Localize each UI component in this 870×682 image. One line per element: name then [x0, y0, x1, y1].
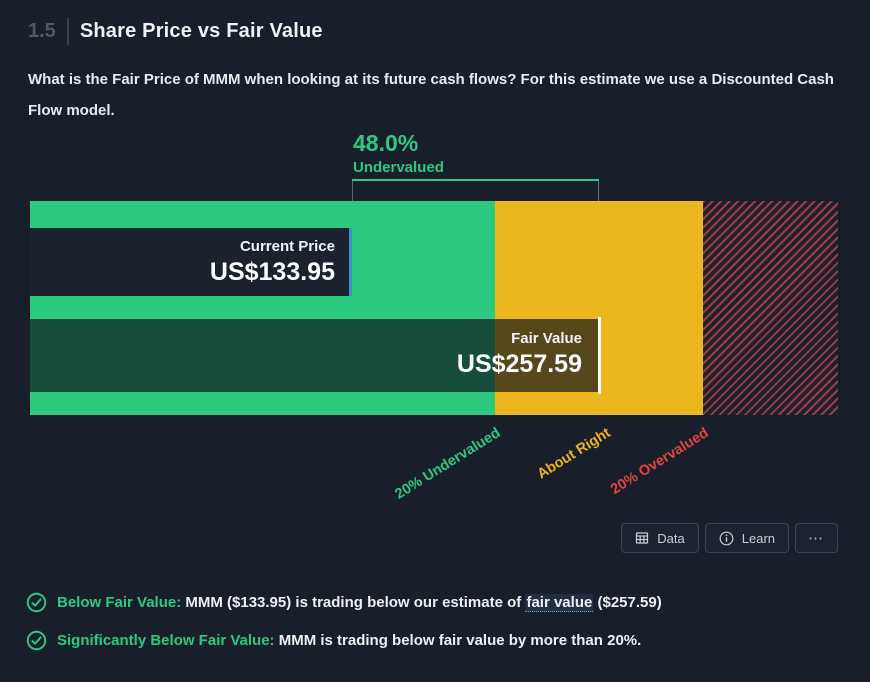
check-text: MMM is trading below fair value by more … [278, 632, 642, 649]
fair-value-bar[interactable]: Fair Value US$257.59 [30, 319, 598, 392]
valuation-checks: Below Fair Value: MMM ($133.95) is tradi… [26, 592, 846, 668]
header-divider [66, 18, 69, 45]
fair-value-term[interactable]: fair value [525, 594, 594, 612]
zone-overvalued-hatched [703, 201, 838, 415]
check-circle-icon [26, 630, 47, 657]
learn-button[interactable]: Learn [704, 523, 789, 553]
check-significantly-below-fair-value: Significantly Below Fair Value: MMM is t… [26, 630, 846, 657]
learn-button-label: Learn [741, 530, 775, 546]
check-below-fair-value: Below Fair Value: MMM ($133.95) is tradi… [26, 592, 846, 619]
check-title: Below Fair Value: [57, 594, 186, 611]
discount-percent: 48.0% [353, 130, 419, 156]
chart-toolbar: Data Learn ⋯ [621, 523, 838, 553]
current-price-marker [349, 228, 352, 296]
fair-value-chart: 48.0% Undervalued Current Price US$133.9… [30, 120, 838, 505]
discount-label: Undervalued [353, 159, 444, 176]
discount-bracket-line [352, 179, 599, 181]
page-title: Share Price vs Fair Value [79, 20, 323, 42]
discount-annotation: 48.0% Undervalued [353, 130, 444, 176]
check-title: Significantly Below Fair Value: [57, 632, 279, 649]
current-price-value: US$133.95 [209, 258, 335, 286]
chart-description: What is the Fair Price of MMM when looki… [28, 71, 834, 119]
table-icon [635, 531, 649, 545]
more-options-button[interactable]: ⋯ [795, 523, 838, 553]
ellipsis-icon: ⋯ [808, 530, 825, 547]
tick-20pct-overvalued: 20% Overvalued [607, 425, 712, 498]
fair-value-marker [598, 317, 601, 394]
section-number: 1.5 [28, 20, 56, 42]
check-circle-icon [26, 592, 47, 619]
data-button[interactable]: Data [621, 523, 699, 553]
fair-value-value: US$257.59 [456, 350, 582, 378]
check-text: MMM ($133.95) is trading below our estim… [185, 594, 526, 611]
data-button-label: Data [657, 530, 685, 546]
current-price-bar[interactable]: Current Price US$133.95 [30, 228, 349, 296]
current-price-label: Current Price [239, 238, 335, 255]
section-header: 1.5 Share Price vs Fair Value [28, 18, 323, 45]
tick-about-right: About Right [534, 425, 614, 483]
fair-value-label: Fair Value [511, 330, 582, 347]
info-icon [719, 531, 734, 546]
check-text-after: ($257.59) [593, 594, 662, 611]
tick-20pct-undervalued: 20% Undervalued [392, 425, 504, 503]
